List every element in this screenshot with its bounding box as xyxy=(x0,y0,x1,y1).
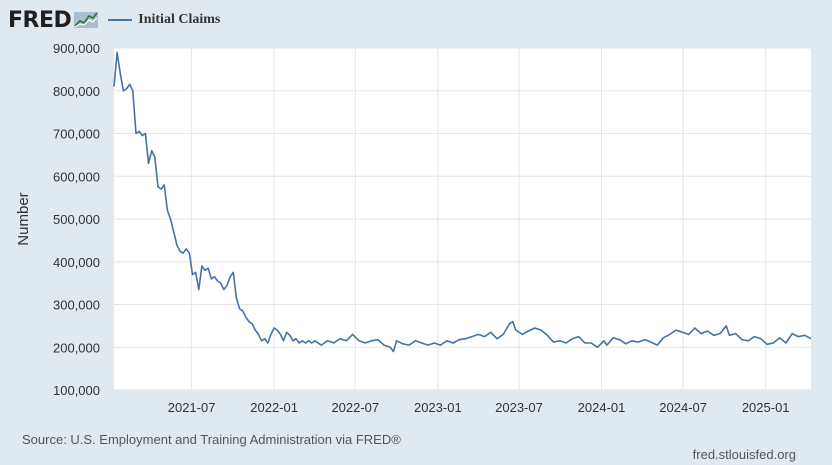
x-axis-ticks: 2021-07 2022-01 2022-07 2023-01 2023-07 2024-… xyxy=(168,400,790,415)
gridlines xyxy=(114,47,811,391)
y-tick-label: 400,000 xyxy=(53,255,100,270)
chart-legend: Initial Claims xyxy=(108,12,220,28)
x-tick-label: 2024-01 xyxy=(578,400,626,415)
legend-label: Initial Claims xyxy=(138,12,221,27)
y-tick-label: 100,000 xyxy=(53,383,100,398)
y-tick-label: 300,000 xyxy=(53,298,100,313)
y-tick-label: 900,000 xyxy=(53,41,100,56)
x-tick-label: 2022-07 xyxy=(331,400,379,415)
x-tick-label: 2024-07 xyxy=(659,400,707,415)
source-note: Source: U.S. Employment and Training Adm… xyxy=(22,432,401,447)
series-group xyxy=(113,51,812,353)
y-tick-label: 200,000 xyxy=(53,340,100,355)
series-line-initial-claims xyxy=(113,51,812,353)
y-tick-label: 800,000 xyxy=(53,84,100,99)
fred-logo[interactable]: FRED xyxy=(8,7,72,33)
y-tick-label: 600,000 xyxy=(53,169,100,184)
x-tick-label: 2023-07 xyxy=(495,400,543,415)
x-tick-label: 2025-01 xyxy=(742,400,790,415)
y-tick-label: 700,000 xyxy=(53,127,100,142)
fred-chart-logo-icon xyxy=(74,12,99,28)
legend-swatch xyxy=(108,19,133,21)
chart-header: FRED Initial Claims xyxy=(8,6,220,34)
line-chart: 100,000 200,000 300,000 400,000 500,000 600,0… xyxy=(15,41,812,415)
x-tick-label: 2022-01 xyxy=(250,400,298,415)
y-tick-label: 500,000 xyxy=(53,212,100,227)
y-axis-label: Number xyxy=(15,192,32,245)
x-tick-label: 2023-01 xyxy=(414,400,462,415)
x-tick-label: 2021-07 xyxy=(168,400,216,415)
site-link[interactable]: fred.stlouisfed.org xyxy=(692,447,796,462)
y-axis-ticks: 100,000 200,000 300,000 400,000 500,000 600,0… xyxy=(53,41,100,398)
